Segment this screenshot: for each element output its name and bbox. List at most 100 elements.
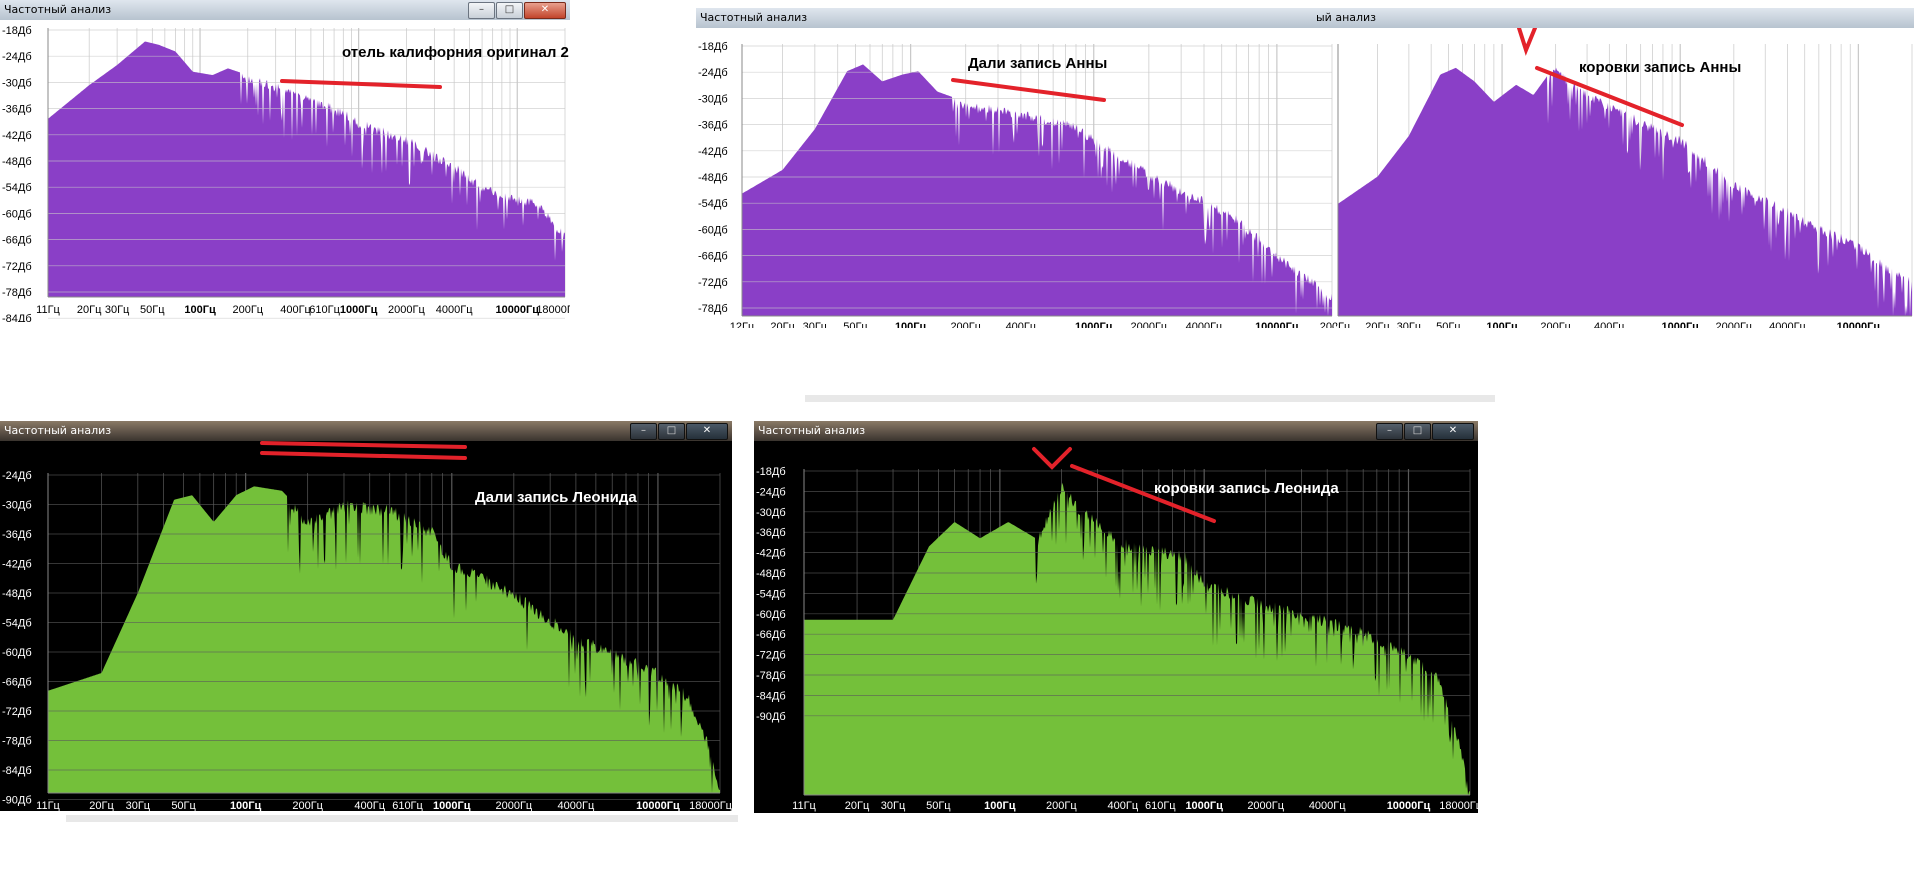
freq-tick-label: 50Гц (1436, 321, 1461, 328)
db-tick-label: -60Дб (698, 224, 728, 236)
spectrum-fill (48, 486, 720, 793)
db-tick-label: -30Дб (2, 500, 32, 512)
window-title: Частотный анализ (4, 424, 112, 437)
close-button[interactable]: ✕ (524, 2, 566, 19)
freq-tick-label: 200Гц (232, 304, 263, 316)
db-tick-label: -54Дб (698, 198, 728, 210)
spectrum-plot: -24Дб -30Дб -36Дб -42Дб -48Дб -54Дб -60Дб -66Дб… (2, 451, 732, 811)
maximize-button[interactable]: □ (1404, 423, 1431, 440)
red-annotation-line (260, 441, 467, 449)
freq-tick-label: 1000Гц (1185, 800, 1223, 812)
db-tick-label: -84Дб (2, 765, 32, 777)
db-tick-label: -18Дб (2, 25, 32, 37)
freq-tick-label: 200Гц (1046, 800, 1077, 812)
spectrum-plot: -18Дб -24Дб -30Дб -36Дб -42Дб -48Дб -54Дб -60Дб… (2, 25, 570, 322)
minimize-button[interactable]: – (630, 423, 657, 440)
red-v-marker (1517, 28, 1537, 56)
db-tick-label: -24Дб (756, 486, 786, 498)
db-tick-label: -66Дб (756, 629, 786, 641)
db-tick-label: -24Дб (2, 470, 32, 482)
db-tick-label: -36Дб (2, 529, 32, 541)
db-tick-label: -72Дб (2, 261, 32, 273)
db-tick-label: -78Дб (698, 303, 728, 315)
window-title: Частотный анализ (758, 424, 866, 437)
spectrum-plot-left: -18Дб -24Дб -30Дб -36Дб -42Дб -48Дб -54Дб -60Дб… (698, 41, 1336, 328)
freq-tick-label: 1000Гц (1661, 321, 1699, 328)
freq-tick-label: 200Гц (950, 321, 981, 328)
close-button[interactable]: ✕ (686, 423, 728, 440)
spectrum-fill (742, 64, 1332, 317)
freq-tick-label: 20Гц (845, 800, 870, 812)
red-annotation-line (951, 78, 1106, 102)
db-tick-label: -48Дб (2, 156, 32, 168)
freq-tick-label: 100Гц (184, 304, 216, 316)
db-tick-label: -48Дб (756, 568, 786, 580)
db-tick-label: -90Дб (2, 795, 32, 807)
db-tick-label: -42Дб (2, 559, 32, 571)
freq-tick-label: 2000Гц (1131, 321, 1168, 328)
window-title: Частотный анализ (4, 3, 112, 16)
window-title-bar[interactable]: Частотный анализ ый анализ (696, 8, 1914, 28)
freq-tick-label: 100Гц (895, 321, 927, 328)
window-title-bar[interactable]: Частотный анализ – □ ✕ (754, 421, 1478, 441)
freq-tick-label: 10000Гц (1387, 800, 1431, 812)
db-tick-label: -54Дб (2, 182, 32, 194)
db-tick-label: -48Дб (698, 172, 728, 184)
freq-tick-label: 1000Гц (1075, 321, 1113, 328)
freq-tick-label: 30Гц (881, 800, 906, 812)
freq-tick-label: 2000Гц (388, 304, 425, 316)
db-tick-label: -84Дб (756, 690, 786, 702)
db-tick-label: -42Дб (2, 130, 32, 142)
freq-tick-label: 1000Гц (433, 800, 471, 811)
freq-tick-label: 400Гц (1594, 321, 1625, 328)
horizontal-scrollbar[interactable] (66, 815, 738, 822)
freq-tick-label: 20Гц (89, 800, 114, 811)
freq-tick-label: 10000Гц (636, 800, 680, 811)
freq-tick-label: 100Гц (984, 800, 1016, 812)
red-annotation-line (260, 451, 467, 460)
db-tick-label: -60Дб (2, 208, 32, 220)
freq-tick-label: 610Гц (309, 304, 340, 316)
window-title-bar[interactable]: Частотный анализ – □ ✕ (0, 0, 570, 20)
freq-tick-label: 2000Гц (495, 800, 532, 811)
db-tick-label: -42Дб (698, 146, 728, 158)
spectrum-fill (1338, 67, 1912, 316)
red-annotation-line (280, 79, 442, 89)
freq-tick-label: 18000Гц (1439, 800, 1478, 812)
spectrum-window-1: Частотный анализ – □ ✕ -18Дб -24Дб -30Дб -3… (0, 0, 570, 322)
freq-tick-label: 18000Гц (536, 304, 570, 316)
db-tick-label: -78Дб (2, 736, 32, 748)
db-tick-label: -60Дб (756, 609, 786, 621)
freq-tick-label: 50Гц (171, 800, 196, 811)
chart-caption: отель калифорния оригинал 2 мин (342, 44, 570, 61)
freq-tick-label: 20Гц (770, 321, 795, 328)
freq-tick-label: 100Гц (1486, 321, 1518, 328)
freq-tick-label: 50Гц (926, 800, 951, 812)
freq-tick-label: 18000Гц (689, 800, 732, 811)
chart-caption: Дали запись Анны (968, 55, 1107, 72)
freq-tick-label: 20Гц (1365, 321, 1390, 328)
spectrum-window-5: Частотный анализ – □ ✕ -18Дб -24Дб -30Дб -3… (754, 421, 1478, 813)
db-tick-label: -66Дб (2, 677, 32, 689)
db-tick-label: -66Дб (2, 235, 32, 247)
minimize-button[interactable]: – (468, 2, 495, 19)
spectrum-fill (48, 41, 565, 297)
window-title-bar[interactable]: Частотный анализ – □ ✕ (0, 421, 732, 441)
db-tick-label: -84Дб (2, 313, 32, 322)
close-button[interactable]: ✕ (1432, 423, 1474, 440)
db-tick-label: -30Дб (698, 93, 728, 105)
maximize-button[interactable]: □ (496, 2, 523, 19)
chart-caption: коровки запись Леонида (1154, 480, 1339, 497)
window-title: Частотный анализ (700, 11, 808, 24)
freq-tick-label: 200Гц (292, 800, 323, 811)
db-tick-label: -24Дб (2, 51, 32, 63)
horizontal-scrollbar[interactable] (805, 395, 1495, 402)
spectrum-window-2: Частотный анализ ый анализ -18Дб -24Дб -30… (696, 8, 1914, 328)
freq-tick-label: 610Гц (1145, 800, 1176, 812)
db-tick-label: -72Дб (756, 650, 786, 662)
freq-tick-label: 11Гц (36, 800, 60, 811)
freq-tick-label: 50Гц (843, 321, 868, 328)
db-tick-label: -54Дб (2, 618, 32, 630)
minimize-button[interactable]: – (1376, 423, 1403, 440)
maximize-button[interactable]: □ (658, 423, 685, 440)
